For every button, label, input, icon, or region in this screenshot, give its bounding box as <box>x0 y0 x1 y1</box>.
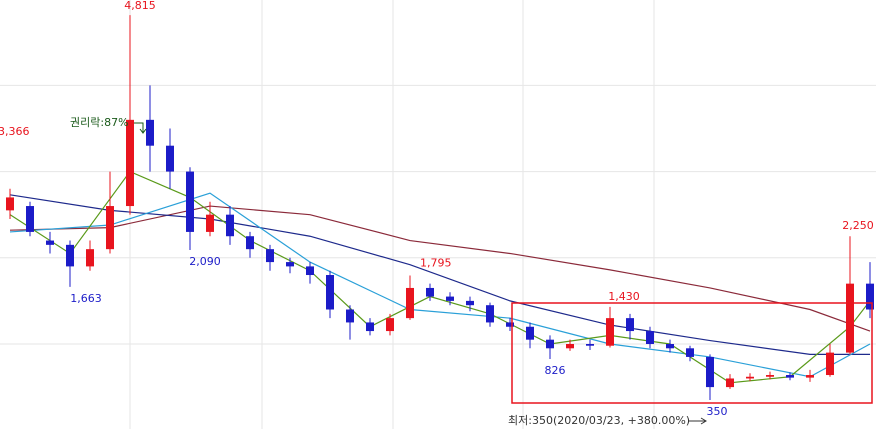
ex-rights-note: 권리락:87% <box>70 116 129 129</box>
highlight-box <box>511 302 873 404</box>
candle-body <box>566 343 574 349</box>
candle-body <box>326 275 334 310</box>
candle-body <box>626 318 634 332</box>
candle-body <box>366 322 374 332</box>
price-label: 4,815 <box>124 0 156 12</box>
candle-body <box>286 262 294 267</box>
horizontal-grid <box>0 84 876 345</box>
candle-body <box>266 249 274 263</box>
candle-body <box>206 214 214 232</box>
candle-body <box>46 240 54 245</box>
candle-body <box>406 287 414 319</box>
ex-rights-arrow <box>134 122 147 134</box>
candle-body <box>346 309 354 323</box>
moving-average-line <box>9 205 871 332</box>
candle-body <box>486 305 494 323</box>
moving-averages <box>9 170 871 384</box>
candle-body <box>26 206 34 232</box>
candle-body <box>646 331 654 344</box>
candle-body <box>466 300 474 306</box>
candle-body <box>746 376 754 379</box>
vertical-grid <box>129 0 655 429</box>
candle-body <box>826 352 834 376</box>
candle-body <box>446 296 454 301</box>
candle-body <box>546 339 554 349</box>
candle-body <box>786 375 794 378</box>
moving-average-line <box>9 170 871 384</box>
candle-body <box>186 171 194 232</box>
price-label: 1,430 <box>608 290 640 303</box>
candle-body <box>706 356 714 388</box>
candle-body <box>306 266 314 276</box>
price-label: 350 <box>707 405 728 418</box>
price-label: 3,366 <box>0 125 30 138</box>
candle-body <box>586 343 594 346</box>
candle-body <box>866 283 874 310</box>
candle-body <box>726 378 734 388</box>
candle-body <box>166 145 174 172</box>
candle-body <box>226 214 234 237</box>
moving-average-line <box>9 194 870 355</box>
candle-body <box>806 375 814 378</box>
annotations: 4,815 3,366 1,663 2,090 1,795 1,430 826 350 2,25… <box>0 0 874 418</box>
candle-body <box>126 119 134 207</box>
low-note: 최저:350(2020/03/23, +380.00%) <box>508 414 690 427</box>
low-note-arrow <box>688 417 707 425</box>
candle-body <box>686 348 694 357</box>
price-label: 2,090 <box>189 255 221 268</box>
candle-body <box>386 318 394 332</box>
candle-body <box>86 249 94 267</box>
candle-body <box>246 236 254 250</box>
candle-body <box>506 322 514 327</box>
candle-body <box>426 287 434 297</box>
candle-body <box>66 244 74 267</box>
price-label: 1,663 <box>70 292 102 305</box>
candle-body <box>606 318 614 346</box>
candle-body <box>666 343 674 349</box>
candle-body <box>106 206 114 250</box>
candle-body <box>846 283 854 353</box>
candle-body <box>146 119 154 146</box>
candle-body <box>526 326 534 340</box>
candle-body <box>766 375 774 377</box>
price-label: 826 <box>545 364 566 377</box>
price-label: 1,795 <box>420 256 452 269</box>
candles <box>6 15 874 401</box>
price-label: 2,250 <box>842 219 874 232</box>
moving-average-line <box>9 192 871 378</box>
candle-body <box>6 197 14 211</box>
